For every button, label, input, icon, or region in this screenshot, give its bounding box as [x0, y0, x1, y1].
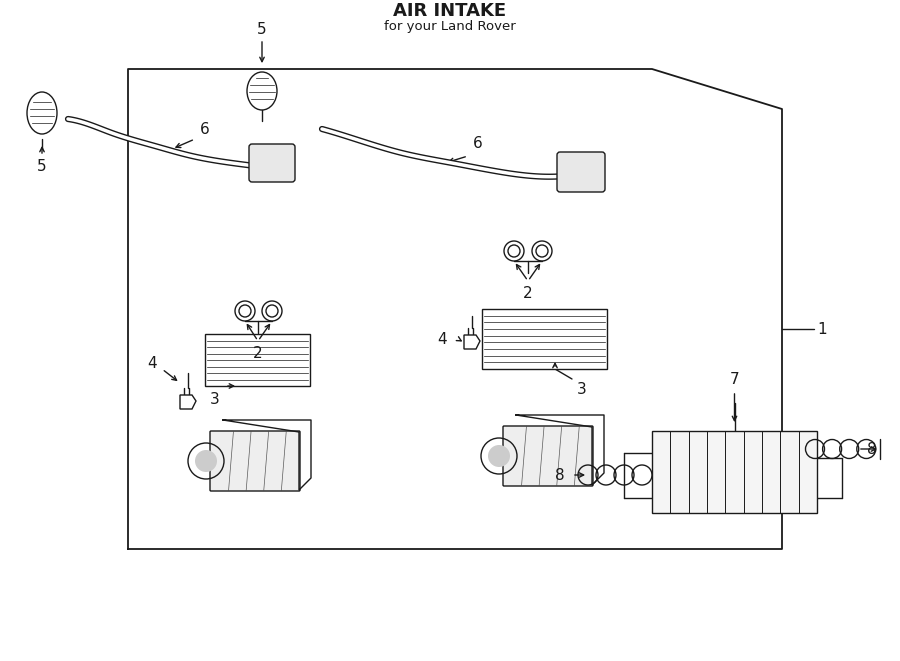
Circle shape	[488, 445, 510, 467]
Polygon shape	[464, 335, 480, 349]
Text: 3: 3	[210, 391, 220, 407]
FancyBboxPatch shape	[503, 426, 593, 486]
Text: 8: 8	[868, 442, 877, 457]
Circle shape	[195, 450, 217, 472]
Ellipse shape	[247, 72, 277, 110]
Bar	[482, 309, 607, 369]
Bar	[205, 334, 310, 386]
Text: 5: 5	[37, 159, 47, 173]
Ellipse shape	[27, 92, 57, 134]
Text: 3: 3	[577, 381, 587, 397]
FancyBboxPatch shape	[557, 152, 605, 192]
Text: 4: 4	[148, 356, 157, 371]
Text: 2: 2	[253, 346, 263, 360]
Polygon shape	[180, 395, 196, 409]
Text: 7: 7	[730, 371, 739, 387]
Text: 8: 8	[555, 467, 565, 483]
Text: 2: 2	[523, 286, 533, 301]
Text: 4: 4	[437, 332, 446, 346]
Bar	[652, 431, 817, 513]
Text: 1: 1	[817, 321, 827, 336]
FancyBboxPatch shape	[249, 144, 295, 182]
Text: for your Land Rover: for your Land Rover	[384, 20, 516, 32]
Text: 6: 6	[473, 136, 483, 151]
FancyBboxPatch shape	[210, 431, 300, 491]
Text: 6: 6	[200, 122, 210, 137]
Text: AIR INTAKE: AIR INTAKE	[393, 2, 507, 20]
Text: 5: 5	[257, 22, 266, 36]
